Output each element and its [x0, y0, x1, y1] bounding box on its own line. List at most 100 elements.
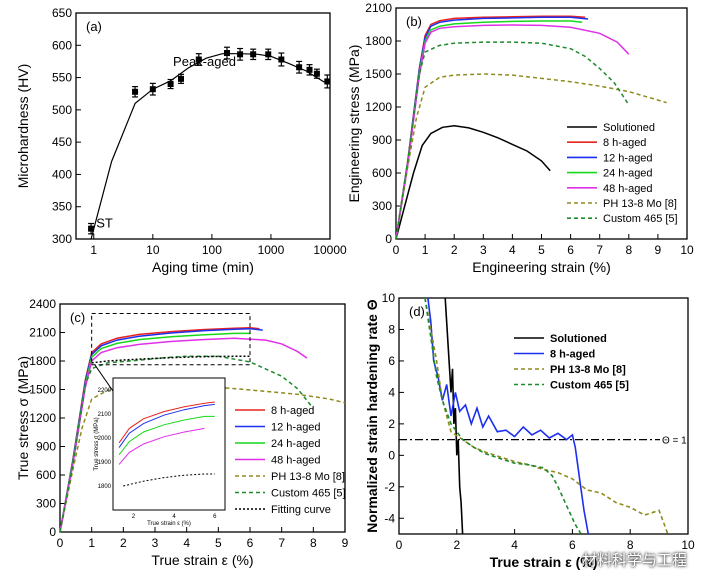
panel-d: 0 2 4 6 8 10 -4 -2 0 2 4 6 8 10 True strain ε (%) Norma…: [364, 291, 695, 570]
annotation-theta-1: Θ = 1: [662, 436, 687, 447]
y-tick-label: 300: [372, 199, 392, 213]
legend-entry: Custom 465 [5]: [271, 488, 346, 500]
x-tick-label: 7: [278, 536, 285, 550]
series-line-8-h-aged: [427, 297, 590, 535]
inset-y-tick-label: 1800: [98, 484, 112, 490]
x-tick-label: 4: [183, 536, 190, 550]
y-tick-label: 6: [388, 354, 395, 368]
legend-entry: 8 h-aged: [271, 405, 314, 417]
legend-entry: 48 h-aged: [603, 183, 653, 195]
inset-series-line: [118, 415, 215, 456]
x-tick-label: 4: [511, 538, 518, 552]
inset-y-tick-label: 1900: [98, 460, 112, 466]
annotation-st: ST: [96, 215, 113, 230]
data-point: [265, 51, 272, 58]
y-tick-label: 350: [52, 200, 72, 214]
inset-y-label: True stress σ (MPa): [94, 417, 100, 470]
series-line-custom-465-5-: [59, 355, 314, 533]
y-tick-label: 8: [388, 322, 395, 336]
y-axis-label: Engineering stress (MPa): [346, 45, 362, 203]
data-point: [195, 56, 202, 63]
inset-series-line: [123, 473, 215, 487]
watermark: 材料科学与工程: [581, 551, 687, 569]
data-point: [237, 51, 244, 58]
y-tick-label: 600: [52, 38, 72, 52]
x-tick-label: 9: [342, 536, 349, 550]
y-tick-label: 550: [52, 71, 72, 85]
legend-entry: 8 h-aged: [550, 349, 595, 361]
series-line-48-h-aged: [395, 24, 630, 240]
data-point: [178, 75, 185, 82]
panel-label: (b): [406, 14, 422, 29]
y-tick-label: 0: [49, 525, 56, 539]
data-point: [296, 64, 303, 71]
y-tick-label: 4: [388, 385, 395, 399]
x-tick-label: 1: [90, 243, 97, 257]
series-line-custom-465-5-: [424, 297, 582, 535]
y-tick-label: 600: [36, 468, 56, 482]
x-tick-label: 3: [152, 536, 159, 550]
y-tick-label: 450: [52, 135, 72, 149]
series-line-custom-465-5-: [395, 41, 630, 240]
x-tick-label: 5: [538, 243, 545, 257]
inset-series-line: [118, 427, 205, 465]
inset-x-tick-label: 4: [172, 514, 176, 520]
fit-curve: [90, 53, 325, 240]
y-axis-label: True stress σ (MPa): [15, 356, 31, 480]
y-tick-label: 1200: [29, 411, 56, 425]
x-tick-label: 8: [310, 536, 317, 550]
y-tick-label: -4: [384, 511, 395, 525]
legend-entry: Custom 465 [5]: [603, 213, 678, 225]
legend-entry: Solutioned: [550, 333, 607, 345]
y-tick-label: 0: [385, 232, 392, 246]
y-tick-label: 0: [388, 448, 395, 462]
y-tick-label: 1500: [29, 383, 56, 397]
series-line-ph-13-8-mo-8-: [424, 297, 669, 535]
x-tick-label: 6: [247, 536, 254, 550]
legend-entry: PH 13-8 Mo [8]: [271, 471, 345, 483]
panel-label: (c): [70, 310, 85, 325]
legend-entry: 48 h-aged: [271, 455, 321, 467]
x-tick-label: 8: [627, 538, 634, 552]
plot-frame-d: [398, 297, 689, 535]
data-point: [167, 81, 174, 88]
legend-entry: Custom 465 [5]: [550, 380, 629, 392]
data-point: [88, 225, 95, 232]
y-tick-label: 1800: [365, 34, 392, 48]
y-tick-label: 1200: [365, 100, 392, 114]
x-tick-label: 4: [509, 243, 516, 257]
x-tick-label: 10000: [313, 243, 347, 257]
y-tick-label: 500: [52, 103, 72, 117]
x-axis-label: True strain ε (%): [151, 552, 253, 568]
inset-series-line: [118, 401, 215, 444]
y-tick-label: -2: [384, 480, 395, 494]
data-point: [250, 51, 257, 58]
x-tick-label: 0: [57, 536, 64, 550]
inset-x-tick-label: 6: [213, 514, 217, 520]
series-line-48-h-aged: [59, 337, 308, 533]
legend-entry: 12 h-aged: [271, 422, 321, 434]
y-tick-label: 650: [52, 6, 72, 20]
inset-series-line: [118, 403, 215, 448]
inset-frame: [112, 377, 226, 511]
y-tick-label: 1500: [365, 67, 392, 81]
x-tick-label: 10: [681, 538, 695, 552]
x-axis-label: Aging time (min): [152, 259, 254, 275]
inset-y-tick-label: 2100: [98, 412, 112, 418]
plot-frame-a: [75, 12, 331, 240]
data-point: [132, 88, 139, 95]
x-tick-label: 100: [202, 243, 222, 257]
inset-y-tick-label: 2200: [98, 388, 112, 394]
legend-entry: Fitting curve: [271, 504, 331, 516]
y-axis-label: Normalized strain hardening rate Θ: [364, 299, 380, 532]
x-tick-label: 1: [88, 536, 95, 550]
data-point: [313, 70, 320, 77]
x-axis-label: True strain ε (%): [490, 554, 598, 570]
x-tick-label: 6: [567, 243, 574, 257]
data-point: [324, 78, 331, 85]
x-tick-label: 10: [680, 243, 694, 257]
legend-entry: 12 h-aged: [603, 152, 653, 164]
data-point: [278, 56, 285, 63]
legend-entry: PH 13-8 Mo [8]: [550, 364, 626, 376]
